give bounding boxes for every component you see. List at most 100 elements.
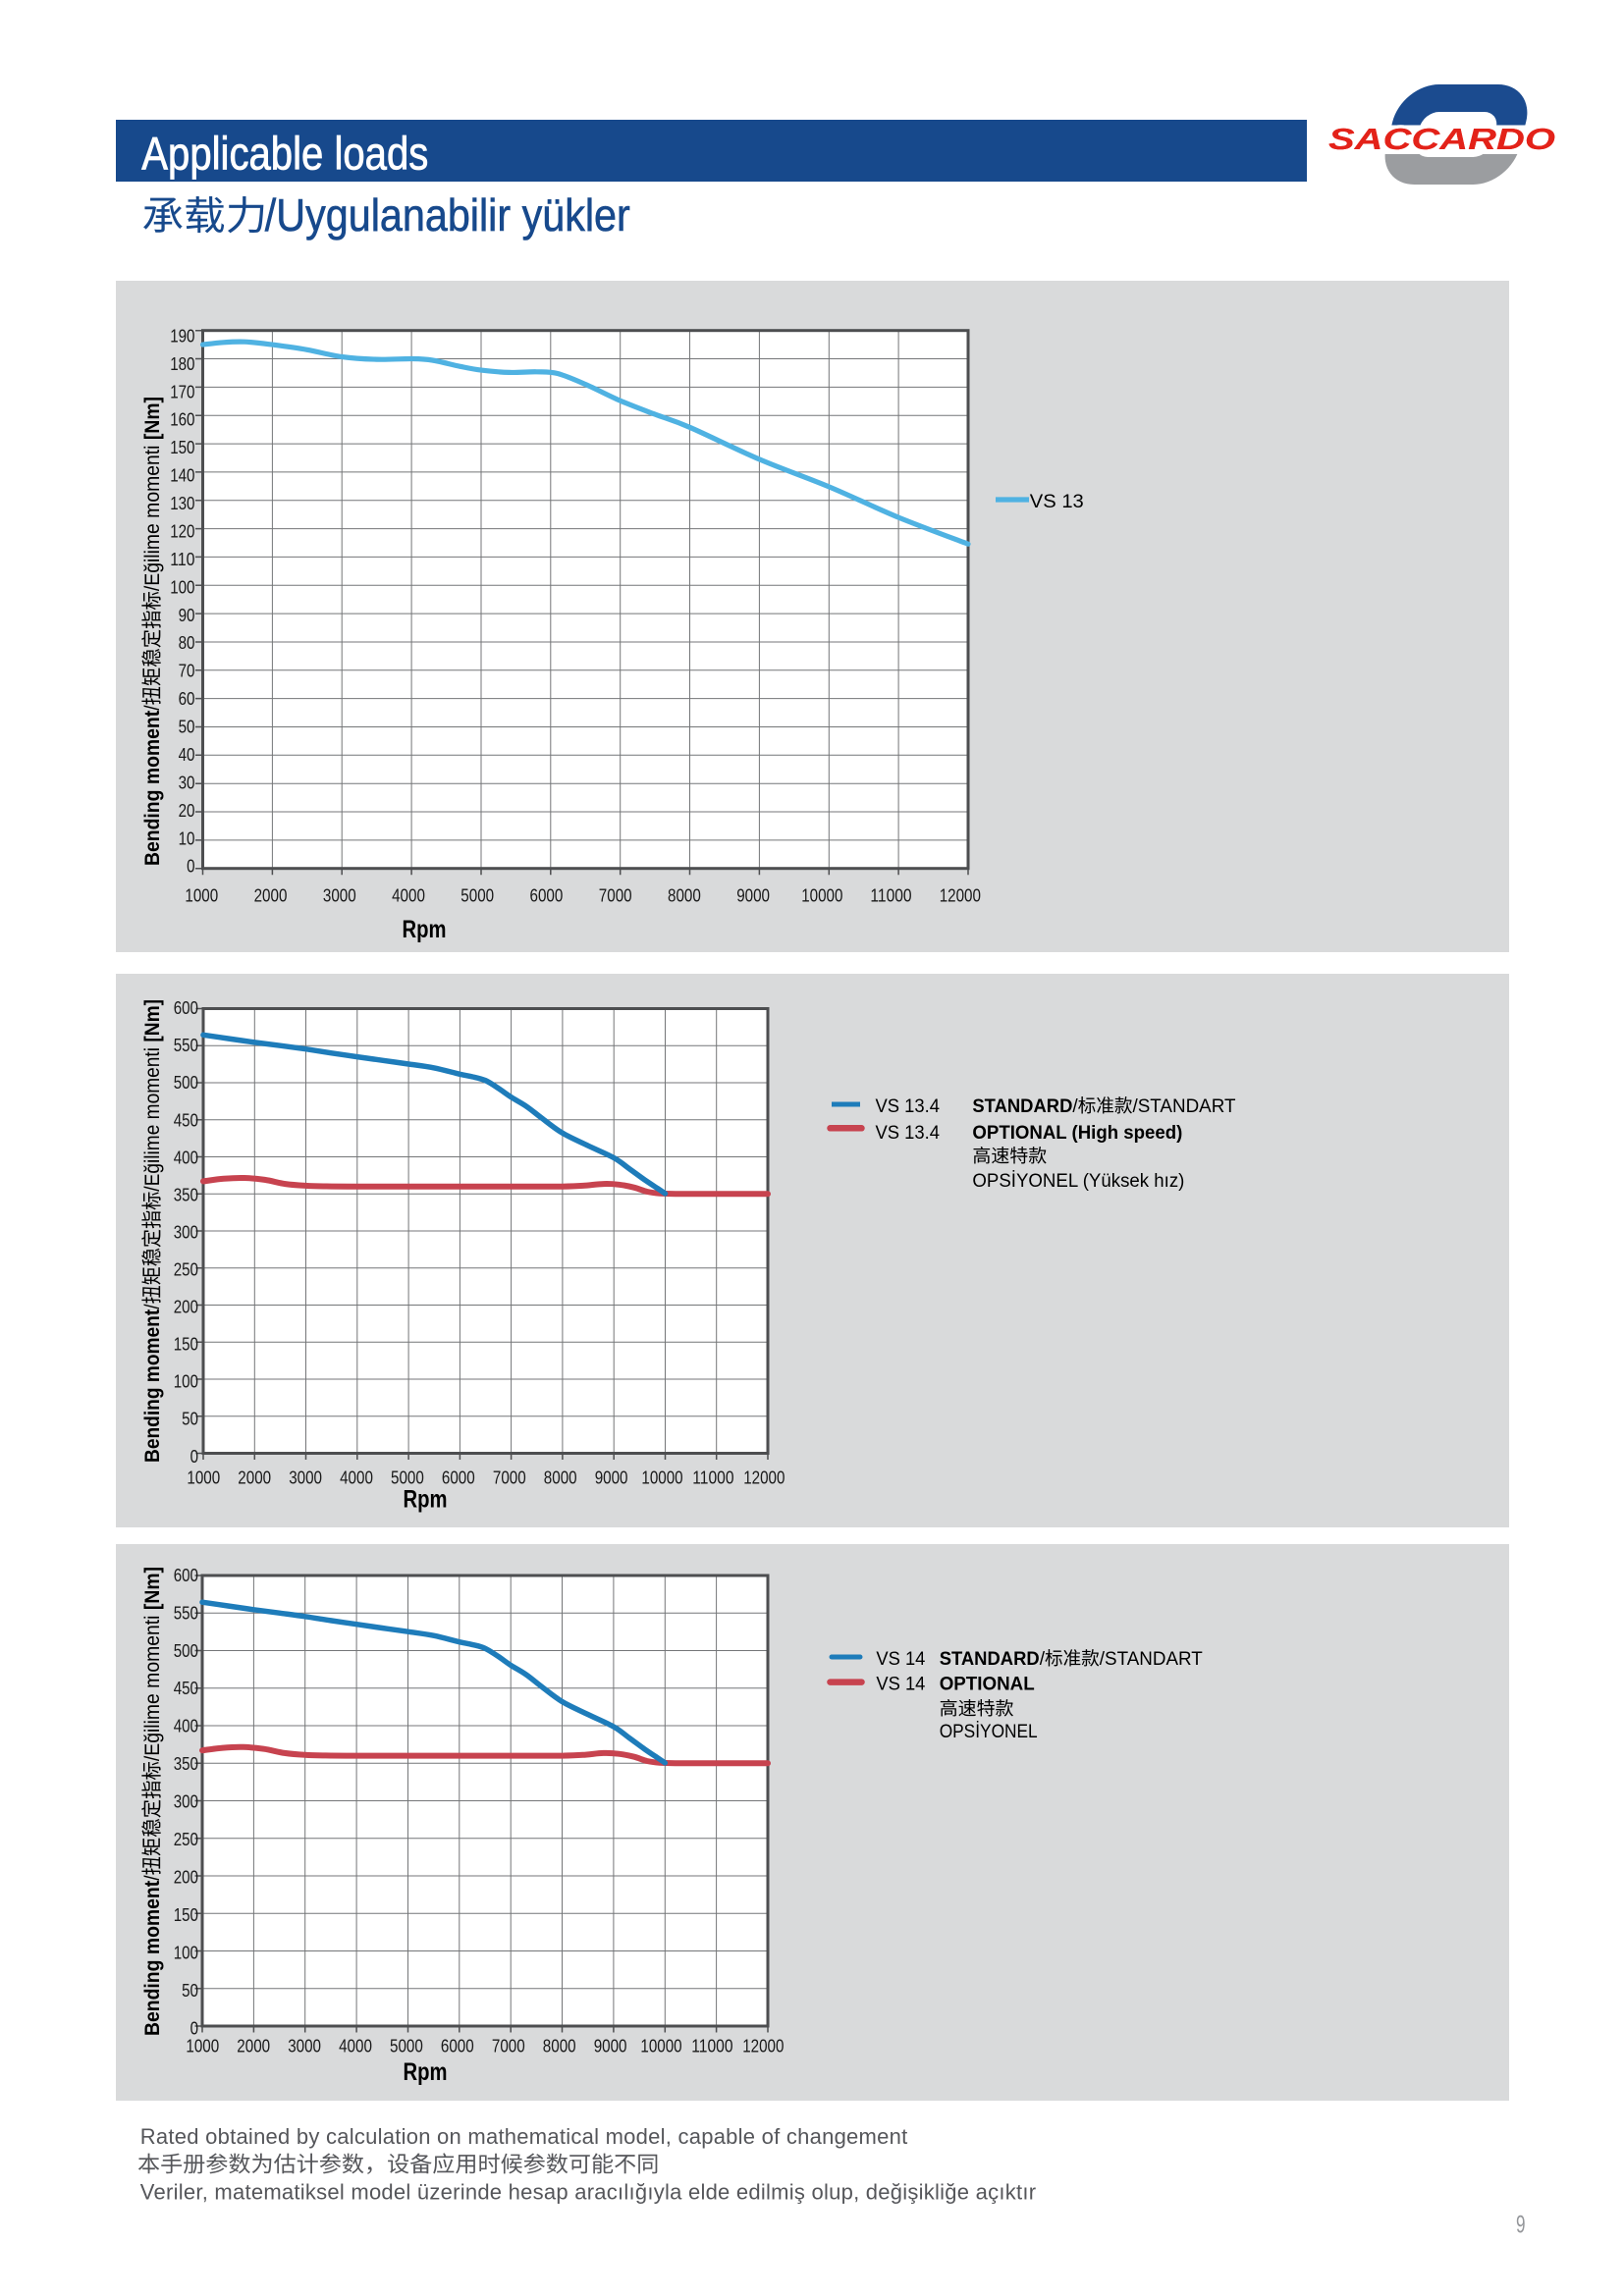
svg-text:150: 150	[170, 437, 194, 457]
svg-text:[Nm]: [Nm]	[141, 1567, 164, 1610]
svg-text:SACCARDO: SACCARDO	[1328, 122, 1555, 156]
svg-text:6000: 6000	[442, 1468, 475, 1488]
svg-text:1000: 1000	[186, 2036, 219, 2056]
svg-text:400: 400	[174, 1147, 198, 1167]
svg-text:Rpm: Rpm	[403, 916, 447, 943]
svg-text:4000: 4000	[340, 1468, 373, 1488]
svg-text:/STANDART: /STANDART	[1100, 1649, 1203, 1670]
svg-text:/: /	[141, 1304, 164, 1308]
svg-text:6000: 6000	[441, 2036, 474, 2056]
svg-text:40: 40	[179, 744, 195, 765]
svg-text:9000: 9000	[594, 2036, 627, 2056]
svg-text:160: 160	[170, 409, 194, 430]
svg-text:[Nm]: [Nm]	[141, 397, 164, 440]
svg-text:300: 300	[174, 1791, 198, 1812]
svg-text:300: 300	[174, 1221, 198, 1242]
svg-text:500: 500	[174, 1640, 198, 1661]
svg-text:50: 50	[182, 1409, 198, 1429]
svg-text:12000: 12000	[743, 1468, 785, 1488]
svg-text:400: 400	[174, 1716, 198, 1736]
svg-text:1000: 1000	[187, 1468, 220, 1488]
svg-text:6000: 6000	[530, 884, 564, 905]
svg-text:7000: 7000	[492, 2036, 525, 2056]
svg-text:350: 350	[174, 1753, 198, 1774]
svg-text:150: 150	[174, 1334, 198, 1355]
svg-text:9000: 9000	[736, 884, 770, 905]
svg-text:10000: 10000	[641, 1468, 682, 1488]
svg-text:5000: 5000	[460, 884, 494, 905]
svg-text:/Eğilime momenti: /Eğilime momenti	[141, 446, 164, 592]
svg-text:VS 13.4: VS 13.4	[876, 1096, 941, 1117]
svg-text:100: 100	[174, 1371, 198, 1392]
svg-text:12000: 12000	[742, 2036, 784, 2056]
svg-text:550: 550	[174, 1602, 198, 1623]
svg-text:550: 550	[174, 1035, 198, 1055]
svg-text:0: 0	[190, 2018, 198, 2039]
svg-text:8000: 8000	[544, 1468, 577, 1488]
svg-text:Rpm: Rpm	[404, 2058, 448, 2086]
svg-text:VS 14: VS 14	[876, 1675, 925, 1695]
svg-text:100: 100	[174, 1943, 198, 1963]
svg-text:9000: 9000	[595, 1468, 628, 1488]
svg-text:10: 10	[179, 828, 195, 848]
svg-text:VS 14: VS 14	[876, 1649, 925, 1670]
svg-text:VS 13.4: VS 13.4	[876, 1123, 941, 1144]
svg-text:1000: 1000	[185, 884, 218, 905]
svg-text:70: 70	[179, 661, 195, 681]
svg-text:0: 0	[187, 856, 194, 877]
svg-text:110: 110	[170, 549, 194, 569]
svg-text:/Uygulanabilir yükler: /Uygulanabilir yükler	[265, 189, 630, 240]
svg-text:/: /	[141, 1875, 164, 1881]
svg-text:80: 80	[179, 632, 195, 653]
svg-text:/: /	[1040, 1649, 1046, 1670]
svg-text:/Eğilime momenti: /Eğilime momenti	[141, 1047, 164, 1192]
svg-text:200: 200	[174, 1867, 198, 1888]
svg-text:11000: 11000	[691, 2036, 732, 2056]
svg-text:10000: 10000	[801, 884, 842, 905]
svg-text:SACCARDO: SACCARDO	[1328, 122, 1555, 156]
svg-text:VS 13: VS 13	[1030, 492, 1084, 512]
svg-text:100: 100	[170, 576, 194, 597]
svg-text:2000: 2000	[237, 2036, 270, 2056]
svg-text:OPSİYONEL (Yüksek hız): OPSİYONEL (Yüksek hız)	[972, 1171, 1184, 1192]
svg-text:/Eğilime momenti: /Eğilime momenti	[141, 1616, 164, 1762]
svg-text:9: 9	[1516, 2212, 1526, 2239]
svg-text:Rpm: Rpm	[404, 1486, 448, 1514]
svg-text:200: 200	[174, 1297, 198, 1317]
svg-text:10000: 10000	[640, 2036, 681, 2056]
svg-text:12000: 12000	[940, 884, 981, 905]
svg-text:OPSİYONEL: OPSİYONEL	[940, 1722, 1038, 1742]
svg-text:250: 250	[174, 1259, 198, 1280]
svg-text:250: 250	[174, 1829, 198, 1849]
svg-text:130: 130	[170, 493, 194, 513]
svg-text:8000: 8000	[543, 2036, 576, 2056]
svg-text:Applicable loads: Applicable loads	[141, 127, 428, 179]
svg-text:120: 120	[170, 521, 194, 542]
svg-text:STANDARD: STANDARD	[940, 1649, 1040, 1670]
svg-text:600: 600	[174, 1565, 198, 1585]
svg-text:50: 50	[182, 1980, 198, 2001]
svg-text:Bending moment: Bending moment	[141, 1309, 164, 1463]
svg-text:4000: 4000	[339, 2036, 372, 2056]
svg-text:3000: 3000	[289, 1468, 322, 1488]
svg-text:STANDARD: STANDARD	[972, 1096, 1072, 1117]
svg-text:11000: 11000	[870, 884, 911, 905]
svg-text:170: 170	[170, 381, 194, 401]
svg-text:OPTIONAL (High speed): OPTIONAL (High speed)	[972, 1123, 1182, 1144]
svg-text:20: 20	[179, 800, 195, 821]
svg-text:5000: 5000	[391, 1468, 424, 1488]
svg-text:OPTIONAL: OPTIONAL	[940, 1675, 1035, 1695]
svg-text:[Nm]: [Nm]	[141, 999, 164, 1042]
svg-text:150: 150	[174, 1904, 198, 1925]
svg-text:11000: 11000	[692, 1468, 733, 1488]
svg-text:90: 90	[179, 605, 195, 625]
svg-text:450: 450	[174, 1678, 198, 1698]
svg-text:3000: 3000	[288, 2036, 321, 2056]
svg-text:Bending moment: Bending moment	[141, 711, 164, 866]
svg-text:Veriler, matematiksel model üz: Veriler, matematiksel model üzerinde hes…	[140, 2180, 1037, 2205]
svg-text:350: 350	[174, 1184, 198, 1204]
svg-text:/: /	[141, 705, 164, 711]
svg-text:450: 450	[174, 1109, 198, 1130]
svg-text:Bending moment: Bending moment	[141, 1881, 164, 2036]
svg-text:600: 600	[174, 997, 198, 1018]
